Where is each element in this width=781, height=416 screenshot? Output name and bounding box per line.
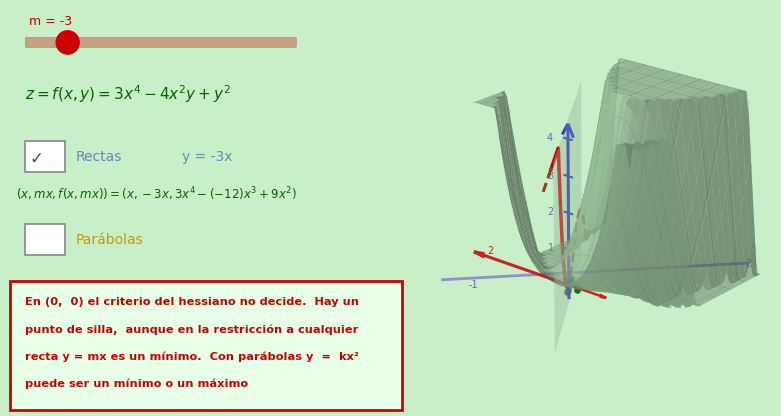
- Text: Rectas: Rectas: [76, 150, 123, 164]
- Text: y = -3x: y = -3x: [183, 150, 233, 164]
- FancyBboxPatch shape: [26, 224, 65, 255]
- Circle shape: [56, 31, 79, 54]
- Text: recta y = mx es un mínimo.  Con parábolas y  =  kx²: recta y = mx es un mínimo. Con parábolas…: [25, 352, 358, 362]
- Text: Parábolas: Parábolas: [76, 233, 144, 247]
- Text: punto de silla,  aunque en la restricción a cualquier: punto de silla, aunque en la restricción…: [25, 324, 358, 335]
- Text: m = -3: m = -3: [29, 15, 72, 27]
- FancyBboxPatch shape: [10, 281, 401, 410]
- Text: puede ser un mínimo o un máximo: puede ser un mínimo o un máximo: [25, 379, 248, 389]
- Text: En (0,  0) el criterio del hessiano no decide.  Hay un: En (0, 0) el criterio del hessiano no de…: [25, 297, 358, 307]
- Text: $(x, mx, f(x, mx)) = (x, -3x, 3x^4 - (-12)x^3 + 9x^2)$: $(x, mx, f(x, mx)) = (x, -3x, 3x^4 - (-1…: [16, 185, 298, 203]
- Text: $z = f(x, y) = 3x^4 - 4x^2y + y^2$: $z = f(x, y) = 3x^4 - 4x^2y + y^2$: [25, 83, 230, 105]
- FancyBboxPatch shape: [26, 37, 297, 47]
- Text: ✓: ✓: [30, 149, 44, 167]
- FancyBboxPatch shape: [26, 141, 65, 172]
